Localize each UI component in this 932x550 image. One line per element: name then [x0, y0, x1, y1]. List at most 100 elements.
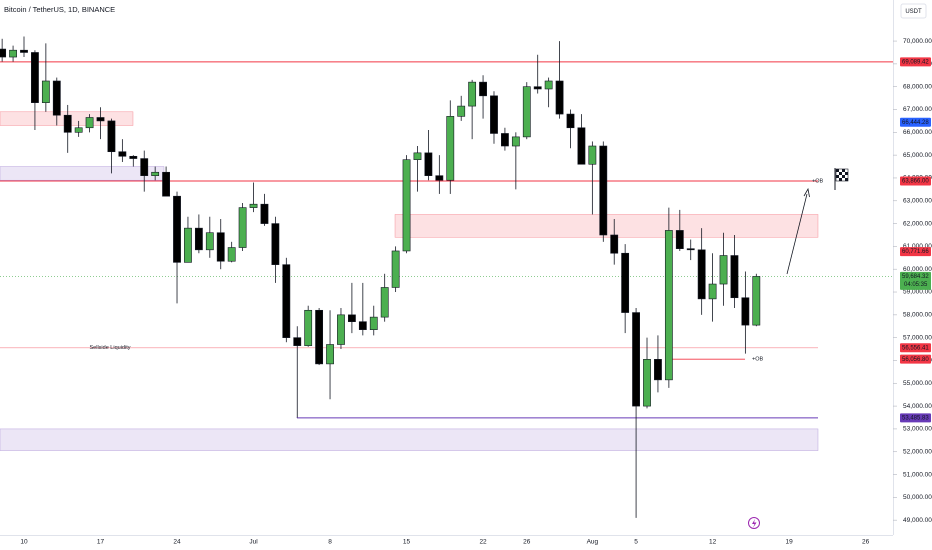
- candle-body: [588, 145, 597, 165]
- candle-body: [151, 171, 160, 176]
- candle-body: [730, 255, 739, 299]
- candle-body: [413, 152, 422, 161]
- candle-body: [599, 145, 608, 236]
- level-label-box: [900, 343, 931, 353]
- x-tick-label: 15: [403, 539, 411, 546]
- level-label: 56,556.41: [902, 345, 929, 351]
- x-tick-label: 10: [20, 539, 28, 546]
- candle-body: [315, 309, 324, 365]
- candle-body: [140, 158, 149, 176]
- candle-body: [129, 155, 138, 159]
- y-tick-label: 67,000.00: [903, 106, 932, 113]
- candle-body: [216, 232, 225, 262]
- projection-arrow: [786, 193, 808, 275]
- level-label: 60,771.66: [902, 249, 929, 255]
- candle-body: [260, 203, 269, 224]
- level-label-box: [900, 176, 931, 186]
- y-tick-label: 59,000.00: [903, 289, 932, 296]
- candle-body: [501, 133, 509, 147]
- candle-body: [31, 52, 39, 103]
- y-tick-label: 65,000.00: [903, 152, 932, 159]
- candle-body: [9, 49, 17, 58]
- candle-body: [468, 81, 477, 107]
- y-tick-label: 52,000.00: [903, 448, 932, 455]
- lightning-icon: [748, 517, 760, 529]
- level-label-box: [900, 57, 931, 67]
- candle-body: [479, 81, 487, 97]
- candle-body: [227, 247, 236, 262]
- y-tick-label: 57,000.00: [903, 334, 932, 341]
- candle-body: [522, 86, 531, 138]
- countdown: 04:05:35: [904, 282, 928, 288]
- candle-body: [107, 120, 116, 153]
- y-tick-label: 60,000.00: [903, 266, 932, 273]
- candle-body: [533, 86, 542, 90]
- y-tick-label: 66,000.00: [903, 129, 932, 136]
- level-label-box: [900, 354, 931, 364]
- level-label-box: [900, 117, 931, 127]
- currency-box[interactable]: [900, 3, 927, 19]
- y-tick-label: 68,000.00: [903, 83, 932, 90]
- y-tick-label: 58,000.00: [903, 312, 932, 319]
- y-tick-label: 61,000.00: [903, 243, 932, 250]
- candle-body: [654, 359, 662, 381]
- currency-label[interactable]: USDT: [905, 9, 922, 15]
- x-tick-label: 17: [97, 539, 105, 546]
- candle-body: [752, 276, 761, 326]
- candle-body: [577, 127, 586, 165]
- candle-body: [675, 230, 684, 249]
- y-tick-label: 62,000.00: [903, 220, 932, 227]
- y-tick-label: 53,000.00: [903, 426, 932, 433]
- level-label-box: [900, 271, 931, 290]
- level-label: 69,089.42: [902, 59, 929, 65]
- zone: [0, 428, 819, 451]
- level-label: 66,444.28: [902, 120, 929, 126]
- candle-body: [249, 203, 258, 208]
- candle-body: [271, 223, 280, 265]
- candle-body: [41, 80, 50, 103]
- level-label: 56,056.80: [902, 357, 929, 363]
- candle-body: [719, 255, 728, 285]
- y-tick-label: 50,000.00: [903, 494, 932, 501]
- candle-body: [118, 151, 127, 157]
- candle-body: [0, 48, 7, 58]
- candle-body: [621, 252, 630, 313]
- y-tick-label: 51,000.00: [903, 471, 932, 478]
- candle-body: [402, 159, 411, 252]
- candle-body: [566, 113, 575, 129]
- candle-body: [643, 359, 651, 407]
- y-tick-label: 54,000.00: [903, 403, 932, 410]
- candle-body: [52, 80, 61, 116]
- level-label-box: [900, 413, 931, 423]
- y-tick-label: 55,000.00: [903, 380, 932, 387]
- candle-body: [664, 230, 673, 381]
- axes: 49,000.00 50,000.00 51,000.00 52,000.00 53,0…: [20, 38, 932, 546]
- candle-body: [162, 171, 170, 197]
- zone: [0, 166, 165, 181]
- candle-body: [435, 175, 444, 181]
- candle-body: [194, 227, 203, 251]
- candle-body: [173, 195, 181, 263]
- candle-body: [424, 152, 433, 176]
- candle-body: [610, 234, 619, 254]
- candle-body: [293, 337, 302, 346]
- drawings: [748, 168, 849, 529]
- candle-body: [20, 49, 28, 53]
- x-tick-label: 19: [785, 539, 793, 546]
- chart-title: Bitcoin / TetherUS, 1D, BINANCE: [4, 5, 115, 14]
- annotation: Sellside Liquidity: [90, 345, 131, 351]
- candle-body: [708, 283, 717, 300]
- candle-body: [337, 314, 345, 345]
- y-tick-label: 63,000.00: [903, 197, 932, 204]
- candle-body: [490, 95, 498, 134]
- level-label: 63,866.00: [902, 179, 929, 185]
- candle-body: [85, 117, 94, 129]
- arrow-head: [803, 187, 810, 198]
- x-tick-label: 26: [862, 539, 870, 546]
- candle-body: [63, 114, 72, 133]
- x-tick-label: 12: [709, 539, 717, 546]
- x-tick-label: 5: [634, 539, 638, 546]
- y-tick-label: 49,000.00: [903, 517, 932, 524]
- candle-body: [391, 250, 400, 288]
